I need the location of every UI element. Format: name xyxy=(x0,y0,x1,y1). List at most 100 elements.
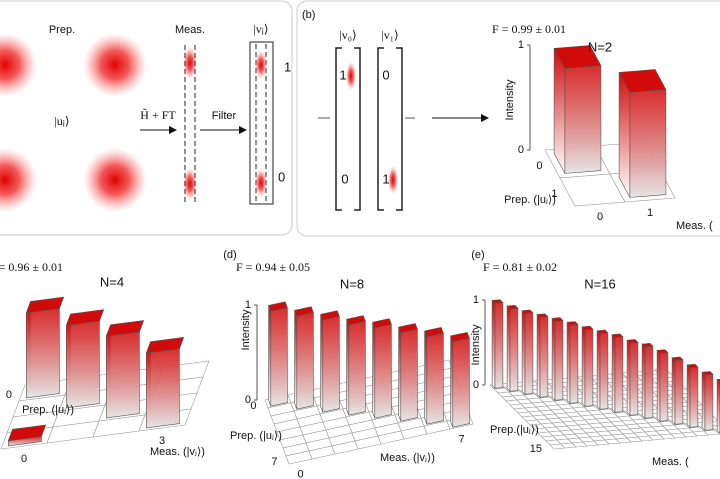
bar-face xyxy=(320,314,324,413)
bar-top xyxy=(596,329,609,334)
bar-top xyxy=(686,363,699,369)
bar-face xyxy=(716,378,720,434)
bar xyxy=(611,333,624,414)
y-axis-label: Meas. ( xyxy=(652,456,689,468)
bar-top xyxy=(536,313,549,318)
bar xyxy=(25,296,65,399)
bar xyxy=(65,309,105,409)
bar-face xyxy=(671,356,676,426)
vector-label: |v₀⟩ xyxy=(339,28,356,42)
chart-title: F = 0.81 ± 0.02 xyxy=(483,260,557,274)
bar-face xyxy=(270,307,288,407)
gaussian-spot xyxy=(0,148,37,212)
bar-top xyxy=(320,310,340,321)
bar-face xyxy=(521,309,526,396)
bar xyxy=(536,313,549,399)
bar-top xyxy=(716,378,720,383)
x-axis-label: Prep. (|uⱼ⟩) xyxy=(504,194,556,206)
bar-top xyxy=(618,69,667,93)
panel-a: Prep. |uⱼ⟩ Meas. H̃ + FT Filter |vⱼ⟩ 1 0 xyxy=(0,22,291,212)
bar-face xyxy=(374,323,392,419)
bar xyxy=(346,315,366,416)
meas-label: Meas. xyxy=(175,24,205,36)
operator-label: H̃ + FT xyxy=(140,107,176,121)
spot xyxy=(255,51,267,79)
z-tick-label: 0 xyxy=(473,379,479,391)
z-tick-label: 1 xyxy=(245,299,251,311)
bar xyxy=(105,320,145,419)
panel-label: (e) xyxy=(471,249,484,261)
bar-face xyxy=(641,343,646,420)
z-tick-label: 0 xyxy=(245,394,251,406)
gaussian-spot xyxy=(0,33,37,97)
panel-frame xyxy=(0,0,293,236)
bar-top xyxy=(671,356,684,361)
bar xyxy=(320,310,340,413)
bar xyxy=(686,363,699,429)
bar xyxy=(581,325,594,408)
spot xyxy=(183,47,197,79)
bar-face xyxy=(450,335,454,428)
bar xyxy=(145,336,185,429)
bar-top xyxy=(611,333,624,338)
y-tick-label: 0 xyxy=(597,211,603,223)
bar xyxy=(618,69,667,198)
z-tick-label: 0 xyxy=(518,144,524,156)
bar xyxy=(424,327,444,425)
y-tick-label: 1 xyxy=(647,207,653,219)
bar-face xyxy=(659,352,669,422)
bar-face xyxy=(656,349,661,423)
bar xyxy=(450,331,470,428)
chart-title: F = 0.94 ± 0.05 xyxy=(236,260,310,274)
vector-entry: 0 xyxy=(382,67,389,82)
x-tick-label: 1 xyxy=(551,188,557,200)
panel-label: (b) xyxy=(302,9,315,21)
spot xyxy=(255,169,267,197)
index-label: 0 xyxy=(278,169,285,184)
bar xyxy=(551,317,564,402)
bar-face xyxy=(704,373,714,431)
vector-entry: 1 xyxy=(382,171,389,186)
bar xyxy=(596,329,609,411)
bar-top xyxy=(491,299,504,304)
bar-face xyxy=(424,330,428,425)
bar-top xyxy=(105,320,145,337)
y-axis-label: Meas. (|vⱼ⟩) xyxy=(150,446,205,458)
bar-top xyxy=(701,371,714,376)
chart: 0 1 Intensity 15 Prep.(|uⱼ⟩) Meas. (F = 0.81 … xyxy=(470,249,720,468)
bar-face xyxy=(644,345,654,419)
prep-label: Prep. xyxy=(49,24,75,36)
bar-face xyxy=(584,328,594,407)
bar-face xyxy=(536,313,541,399)
gaussian-spot xyxy=(83,148,147,212)
z-axis-label: Intensity xyxy=(504,79,516,120)
bar xyxy=(491,299,504,390)
bar-top xyxy=(566,321,579,326)
bar-face xyxy=(611,333,616,414)
bar-face xyxy=(689,366,699,428)
bar xyxy=(566,321,579,405)
bar-face xyxy=(398,326,402,422)
y-tick-label: 3 xyxy=(159,435,165,447)
bar-face xyxy=(686,364,691,429)
bar-top xyxy=(424,327,444,338)
vector-bracket xyxy=(377,47,403,211)
bar-face xyxy=(566,321,571,405)
bar-face xyxy=(494,302,504,389)
x-axis-label: Prep.(|uⱼ⟩) xyxy=(490,424,539,436)
x-tick-label: 0 xyxy=(6,389,12,401)
bar-top xyxy=(521,309,534,314)
bar-face xyxy=(564,65,602,174)
x-tick-label: 15 xyxy=(530,443,542,455)
annotation: N=2 xyxy=(588,39,612,54)
chart: 0303Prep. (|uⱼ⟩)Meas. (|vⱼ⟩)F = 0.96 ± 0… xyxy=(0,260,210,465)
x-axis-label: Prep. (|uⱼ⟩) xyxy=(22,404,74,416)
vector-label: |v₁⟩ xyxy=(381,28,398,42)
x-tick-label: 7 xyxy=(271,456,277,468)
gaussian-spot xyxy=(83,33,147,97)
bar xyxy=(716,378,720,434)
annotation: N=16 xyxy=(584,276,615,291)
bar-face xyxy=(674,359,684,425)
z-tick-label: 1 xyxy=(518,39,524,51)
